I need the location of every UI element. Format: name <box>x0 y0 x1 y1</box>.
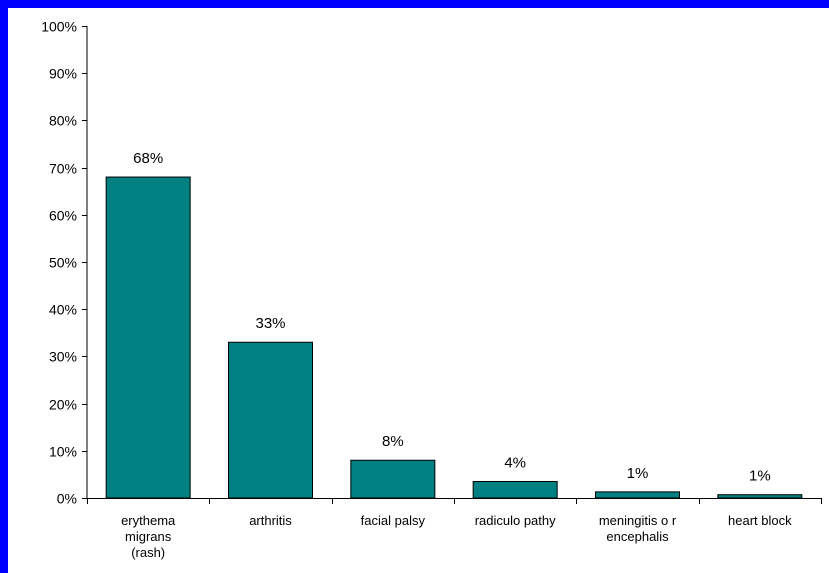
y-tick-label: 80% <box>49 113 77 129</box>
chart-area: 0% 10% 20% 30% 40% 50% 60% 70% 80% 90% 100% 68% 33%… <box>8 8 829 573</box>
bar <box>595 491 680 499</box>
x-axis <box>87 498 822 504</box>
y-tick-label: 60% <box>49 208 77 224</box>
data-label: 33% <box>255 315 285 332</box>
data-label: 1% <box>749 468 771 485</box>
y-tick-label: 10% <box>49 444 77 460</box>
bar <box>228 341 313 499</box>
bar <box>717 494 803 499</box>
y-tick-label: 40% <box>49 302 77 318</box>
category-label: meningitis o r <box>599 513 677 528</box>
data-labels: 68% 33% 8% 4% 1% 1% <box>133 150 771 485</box>
y-axis: 0% 10% 20% 30% 40% 50% 60% 70% 80% 90% 100% <box>41 19 88 507</box>
data-label: 8% <box>382 433 404 450</box>
bars <box>105 176 803 499</box>
data-label: 68% <box>133 150 163 167</box>
y-tick-label: 0% <box>57 491 77 507</box>
category-label: facial palsy <box>361 513 426 528</box>
category-label: radiculo pathy <box>475 513 556 528</box>
y-tick-label: 100% <box>41 19 77 35</box>
category-label: arthritis <box>249 513 292 528</box>
bar <box>105 176 191 499</box>
y-tick-label: 70% <box>49 161 77 177</box>
bar-chart: 0% 10% 20% 30% 40% 50% 60% 70% 80% 90% 100% 68% 33%… <box>41 19 822 560</box>
bar <box>472 480 558 499</box>
category-label: erythema <box>121 513 176 528</box>
bar <box>350 459 436 499</box>
category-label: migrans <box>125 529 172 544</box>
data-label: 4% <box>504 454 526 471</box>
y-tick-label: 30% <box>49 349 77 365</box>
category-label: heart block <box>728 513 792 528</box>
category-label: encephalis <box>606 529 669 544</box>
y-tick-label: 20% <box>49 397 77 413</box>
data-label: 1% <box>627 465 649 482</box>
y-tick-label: 90% <box>49 66 77 82</box>
y-tick-label: 50% <box>49 255 77 271</box>
category-label: (rash) <box>131 545 165 560</box>
